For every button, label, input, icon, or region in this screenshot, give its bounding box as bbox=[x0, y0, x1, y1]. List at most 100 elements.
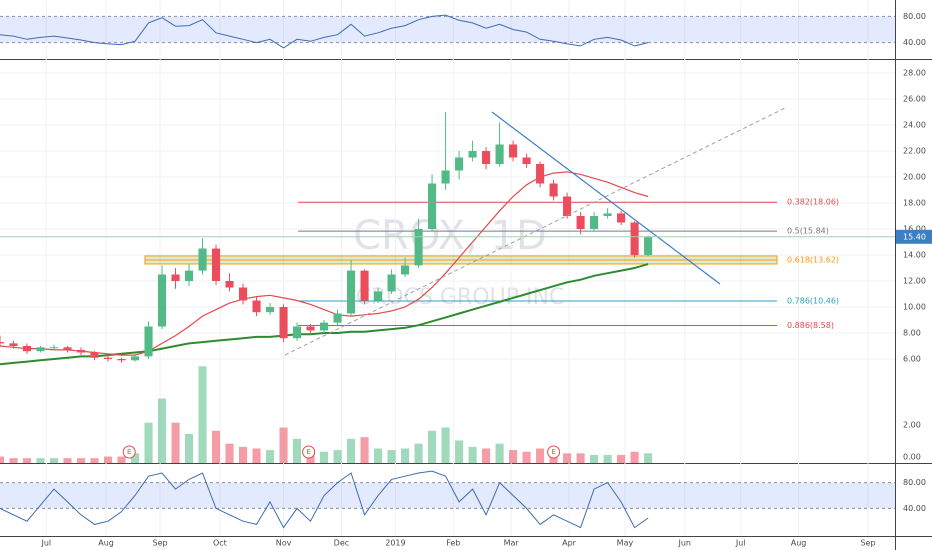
volume-bar bbox=[0, 456, 5, 463]
candle-body bbox=[265, 307, 275, 313]
watermark: CROX, 1D bbox=[353, 213, 547, 259]
volume-bar bbox=[495, 443, 504, 463]
y-tick-label: 28.00 bbox=[903, 69, 926, 78]
watermark-sub: CROCS GROUP INC bbox=[356, 285, 565, 310]
volume-bar bbox=[184, 433, 194, 463]
volume-bar bbox=[90, 458, 99, 463]
candle-body bbox=[252, 300, 261, 313]
y-tick-label: 22.00 bbox=[903, 147, 926, 156]
volume-bar bbox=[9, 458, 18, 463]
stoch-tick-label: 40.00 bbox=[903, 504, 926, 513]
volume-bar bbox=[603, 454, 612, 463]
fib-label: 0.886(8.58) bbox=[787, 321, 834, 330]
volume-bar bbox=[347, 438, 356, 463]
candle-body bbox=[198, 248, 207, 271]
rsi-band bbox=[0, 16, 895, 43]
candle-body bbox=[428, 183, 437, 229]
volume-bar bbox=[590, 454, 599, 463]
candle-body bbox=[333, 313, 342, 323]
candle-body bbox=[522, 157, 531, 164]
candle-body bbox=[238, 287, 248, 301]
volume-bar bbox=[238, 446, 248, 463]
candle-body bbox=[211, 248, 221, 281]
volume-bar bbox=[225, 443, 234, 463]
x-tick-label: 2019 bbox=[385, 539, 405, 548]
candle-body bbox=[76, 349, 86, 353]
volume-bar bbox=[387, 450, 396, 463]
candle-body bbox=[347, 270, 356, 314]
volume-bar bbox=[211, 430, 221, 463]
y-tick-label: 24.00 bbox=[903, 121, 926, 130]
stoch-tick-label: 80.00 bbox=[903, 478, 926, 487]
x-tick-label: Jul bbox=[40, 539, 51, 548]
volume-bar bbox=[117, 456, 126, 463]
candle-body bbox=[644, 236, 653, 255]
volume-bar bbox=[22, 458, 32, 463]
x-tick-label: Aug bbox=[98, 539, 114, 548]
volume-bar bbox=[171, 422, 180, 463]
candle-body bbox=[279, 307, 288, 339]
fib-label: 0.382(18.06) bbox=[787, 198, 839, 207]
candle-body bbox=[617, 213, 626, 223]
candle-body bbox=[171, 274, 180, 281]
x-tick-label: Aug bbox=[791, 539, 807, 548]
candle-body bbox=[374, 291, 383, 301]
candle-body bbox=[509, 144, 518, 158]
candle-body bbox=[144, 326, 153, 357]
candle-body bbox=[455, 157, 464, 171]
candle-body bbox=[292, 326, 302, 339]
candle-body bbox=[117, 359, 126, 361]
candle-body bbox=[441, 170, 450, 184]
volume-bar bbox=[401, 448, 410, 463]
volume-bar bbox=[522, 451, 531, 463]
candle-body bbox=[130, 356, 140, 361]
volume-bar bbox=[279, 427, 288, 463]
volume-bar bbox=[292, 438, 302, 463]
candle-body bbox=[103, 357, 113, 359]
y-tick-label: 10.00 bbox=[903, 303, 926, 312]
volume-bar bbox=[482, 448, 491, 463]
volume-bar bbox=[36, 458, 45, 463]
x-tick-label: Oct bbox=[213, 539, 227, 548]
candle-body bbox=[22, 346, 32, 352]
candle-body bbox=[414, 229, 423, 266]
x-tick-label: Jul bbox=[735, 539, 746, 548]
volume-bar bbox=[144, 422, 153, 463]
candle-body bbox=[468, 151, 477, 158]
rsi-tick-label: 80.00 bbox=[903, 12, 926, 21]
trendline bbox=[491, 111, 721, 285]
candle-body bbox=[590, 216, 599, 229]
stoch-band bbox=[0, 482, 895, 509]
last-price-label: 15.40 bbox=[903, 232, 926, 241]
earnings-marker bbox=[122, 445, 136, 459]
candle-body bbox=[184, 270, 194, 281]
x-tick-label: Sep bbox=[860, 539, 875, 548]
volume-bar bbox=[360, 437, 369, 463]
earnings-label: E bbox=[127, 448, 131, 456]
volume-bar bbox=[441, 427, 450, 463]
x-tick-label: Jun bbox=[678, 539, 692, 548]
volume-bar bbox=[265, 450, 275, 463]
volume-bar bbox=[198, 366, 207, 463]
volume-bar bbox=[455, 440, 464, 463]
volume-bar bbox=[63, 458, 72, 463]
volume-bar bbox=[374, 448, 383, 463]
volume-bar bbox=[333, 450, 342, 463]
candle-body bbox=[9, 343, 18, 346]
x-tick-label: Sep bbox=[153, 539, 168, 548]
candle-body bbox=[320, 322, 329, 331]
volume-bar bbox=[428, 430, 437, 463]
x-tick-label: May bbox=[617, 539, 634, 548]
volume-bar bbox=[563, 453, 572, 463]
stoch-line bbox=[0, 470, 649, 529]
earnings-label: E bbox=[306, 448, 310, 456]
y-tick-label: 26.00 bbox=[903, 95, 926, 104]
y-tick-label: 12.00 bbox=[903, 277, 926, 286]
candle-body bbox=[536, 164, 545, 184]
volume-bar bbox=[468, 446, 477, 463]
x-tick-label: Apr bbox=[562, 539, 577, 548]
x-tick-label: Dec bbox=[334, 539, 349, 548]
volume-bar bbox=[76, 458, 86, 463]
